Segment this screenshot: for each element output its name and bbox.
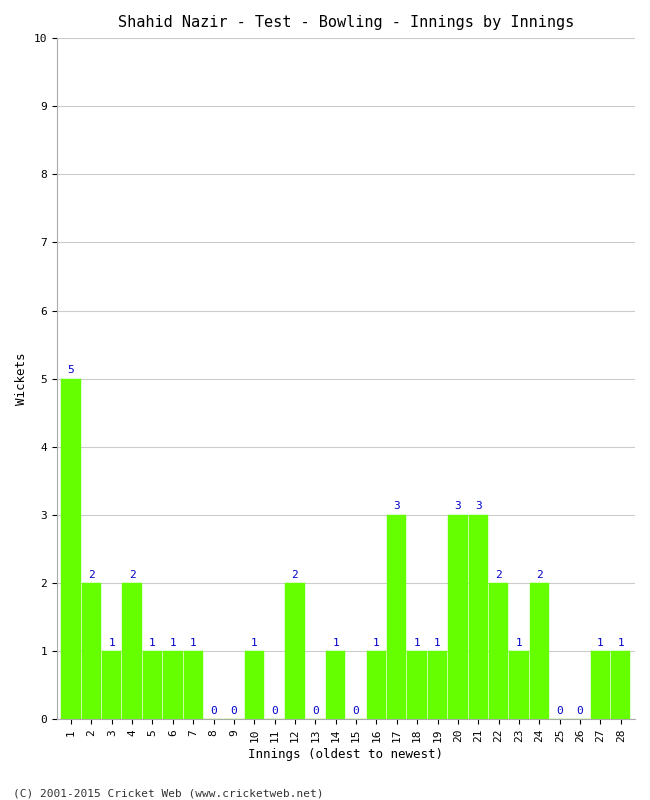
Text: 1: 1 <box>373 638 380 648</box>
Title: Shahid Nazir - Test - Bowling - Innings by Innings: Shahid Nazir - Test - Bowling - Innings … <box>118 15 574 30</box>
Bar <box>143 651 162 719</box>
Bar <box>285 583 305 719</box>
Bar <box>530 583 549 719</box>
Y-axis label: Wickets: Wickets <box>15 353 28 405</box>
Text: 2: 2 <box>88 570 95 579</box>
Bar <box>448 515 467 719</box>
Text: 1: 1 <box>618 638 624 648</box>
Bar <box>122 583 142 719</box>
Text: 0: 0 <box>210 706 217 716</box>
Text: 1: 1 <box>332 638 339 648</box>
Bar <box>61 378 81 719</box>
Bar <box>367 651 386 719</box>
Text: 1: 1 <box>190 638 196 648</box>
Bar <box>611 651 630 719</box>
Bar <box>183 651 203 719</box>
Text: 0: 0 <box>231 706 237 716</box>
Text: 0: 0 <box>556 706 563 716</box>
Bar <box>387 515 406 719</box>
Bar <box>428 651 447 719</box>
X-axis label: Innings (oldest to newest): Innings (oldest to newest) <box>248 748 443 761</box>
Text: 1: 1 <box>414 638 421 648</box>
Bar <box>82 583 101 719</box>
Text: 1: 1 <box>515 638 523 648</box>
Bar <box>591 651 610 719</box>
Text: 1: 1 <box>251 638 257 648</box>
Bar <box>408 651 427 719</box>
Text: 2: 2 <box>129 570 135 579</box>
Text: 2: 2 <box>495 570 502 579</box>
Text: 0: 0 <box>271 706 278 716</box>
Text: 1: 1 <box>434 638 441 648</box>
Bar <box>326 651 345 719</box>
Bar <box>489 583 508 719</box>
Bar <box>510 651 528 719</box>
Text: 2: 2 <box>292 570 298 579</box>
Text: 3: 3 <box>475 502 482 511</box>
Text: 2: 2 <box>536 570 543 579</box>
Text: 1: 1 <box>109 638 115 648</box>
Text: 1: 1 <box>597 638 604 648</box>
Bar <box>163 651 183 719</box>
Text: 0: 0 <box>353 706 359 716</box>
Bar <box>469 515 488 719</box>
Text: 0: 0 <box>312 706 318 716</box>
Text: 3: 3 <box>393 502 400 511</box>
Text: 1: 1 <box>170 638 176 648</box>
Text: 5: 5 <box>68 366 74 375</box>
Bar <box>244 651 264 719</box>
Text: 0: 0 <box>577 706 584 716</box>
Text: (C) 2001-2015 Cricket Web (www.cricketweb.net): (C) 2001-2015 Cricket Web (www.cricketwe… <box>13 788 324 798</box>
Text: 1: 1 <box>149 638 156 648</box>
Text: 3: 3 <box>454 502 462 511</box>
Bar <box>102 651 122 719</box>
